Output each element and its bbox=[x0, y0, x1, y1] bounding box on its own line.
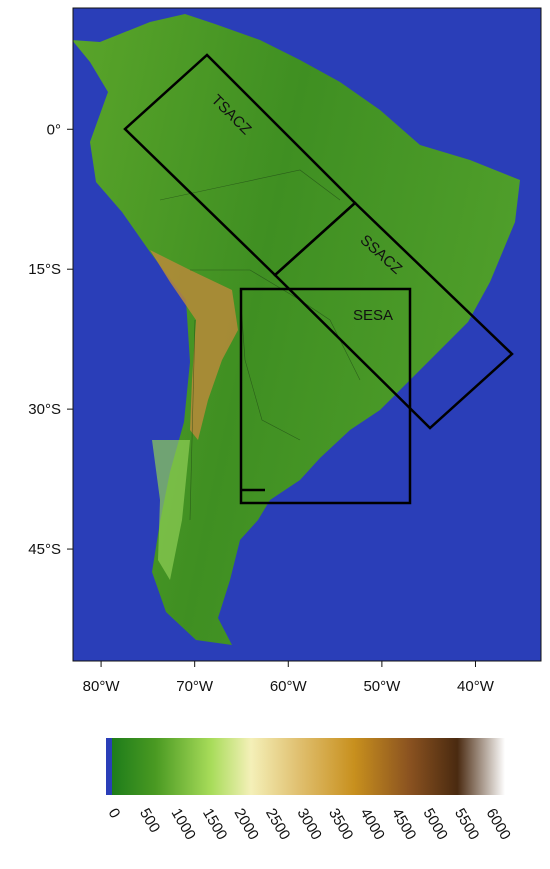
x-tick-label: 50°W bbox=[363, 678, 401, 695]
colorbar-tick-label: 3000 bbox=[294, 806, 325, 843]
colorbar-tick-label: 2000 bbox=[231, 806, 262, 843]
x-tick-label: 60°W bbox=[270, 678, 308, 695]
colorbar-tick-label: 500 bbox=[136, 806, 163, 836]
y-tick-label: 30°S bbox=[28, 401, 61, 418]
colorbar-tick-label: 1500 bbox=[199, 806, 230, 843]
colorbar-tick-label: 4500 bbox=[388, 806, 419, 843]
colorbar-tick-label: 4000 bbox=[357, 806, 388, 843]
colorbar-tick-label: 1000 bbox=[168, 806, 199, 843]
colorbar-tick-label: 5500 bbox=[451, 806, 482, 843]
region-box bbox=[273, 201, 514, 430]
map-frame bbox=[72, 7, 542, 662]
x-tick-label: 80°W bbox=[83, 678, 121, 695]
y-tick-label: 0° bbox=[47, 121, 61, 138]
y-tick-label: 45°S bbox=[28, 541, 61, 558]
colorbar-tick-label: 2500 bbox=[262, 806, 293, 843]
andes bbox=[150, 250, 238, 440]
colorbar-tick-label: 0 bbox=[105, 806, 124, 822]
colorbar-tick-label: 5000 bbox=[420, 806, 451, 843]
colorbar bbox=[108, 738, 505, 795]
highlands bbox=[152, 440, 190, 580]
land-group bbox=[73, 14, 520, 645]
y-tick-label: 15°S bbox=[28, 261, 61, 278]
x-tick-label: 70°W bbox=[176, 678, 214, 695]
region-label: SESA bbox=[353, 307, 393, 324]
colorbar-ocean bbox=[106, 738, 112, 795]
colorbar-tick-label: 3500 bbox=[325, 806, 356, 843]
region-box bbox=[239, 287, 412, 505]
colorbar-tick-label: 6000 bbox=[483, 806, 514, 843]
x-tick-label: 40°W bbox=[457, 678, 495, 695]
